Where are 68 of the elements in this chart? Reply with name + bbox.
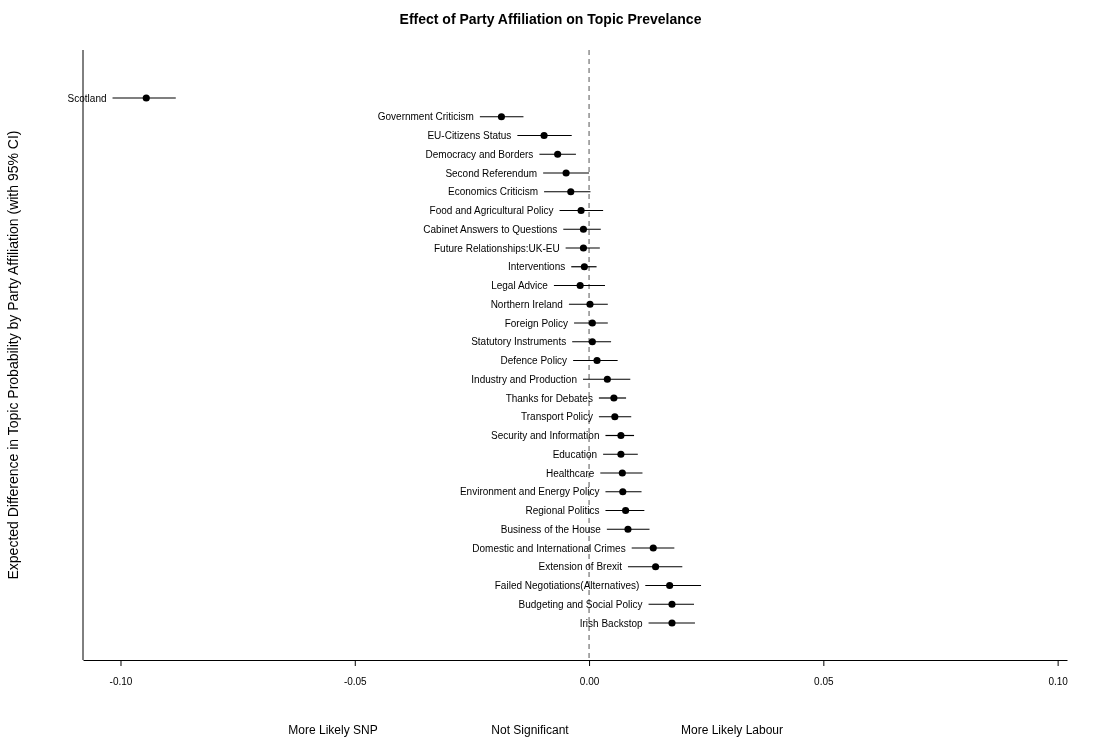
y-tick-label: Transport Policy: [521, 411, 593, 423]
point: [497, 113, 505, 121]
point: [619, 488, 627, 496]
x-tick-label: 0.00: [579, 676, 600, 687]
y-tick-label: Security and Information: [491, 430, 600, 441]
x-tick-label: 0.10: [1048, 676, 1069, 687]
y-tick-label: Democracy and Borders: [425, 148, 534, 160]
point: [618, 469, 626, 477]
y-tick-label: Thanks for Debates: [505, 392, 593, 404]
y-tick-label: Budgeting and Social Policy: [518, 598, 643, 610]
y-tick-label: Food and Agricultural Policy: [429, 205, 554, 216]
x-tick-label: 0.05: [814, 676, 835, 687]
y-tick-label: Business of the House: [500, 523, 602, 535]
x-tick-label: -0.10: [109, 676, 133, 687]
point: [579, 225, 587, 233]
point: [580, 263, 588, 271]
point: [668, 600, 676, 608]
y-tick-label: Industry and Production: [471, 373, 577, 385]
y-tick-label: Healthcare: [545, 467, 595, 479]
y-tick-label: Defence Policy: [500, 355, 568, 366]
point: [603, 375, 611, 383]
point: [540, 131, 548, 140]
point: [586, 300, 594, 308]
y-tick-label: Domestic and International Crimes: [472, 542, 626, 554]
point: [554, 150, 562, 158]
point: [666, 581, 674, 590]
point: [593, 356, 601, 365]
y-tick-label: Legal Advice: [491, 280, 549, 291]
point: [567, 188, 575, 196]
y-tick-label: Irish Backstop: [579, 617, 643, 629]
y-tick-label: Extension of Brexit: [538, 561, 623, 573]
point: [617, 450, 625, 458]
point: [622, 506, 630, 515]
point: [617, 431, 625, 440]
point: [588, 338, 596, 346]
y-tick-label: Government Criticism: [377, 111, 474, 123]
point: [652, 563, 660, 571]
point: [624, 525, 632, 533]
point: [611, 413, 619, 421]
y-axis-title: Expected Difference in Topic Probability by Party Affiliation (with 95% CI): [5, 130, 21, 580]
y-tick-label: Northern Ireland: [490, 298, 563, 310]
text: More Likely Labour: [680, 723, 784, 737]
text: Not Significant: [491, 723, 570, 737]
y-tick-label: Statutory Instruments: [471, 336, 567, 348]
point: [588, 319, 596, 327]
point: [577, 206, 585, 215]
y-tick-label: Regional Politics: [525, 505, 600, 516]
y-tick-label: Second Referendum: [445, 167, 538, 179]
point: [668, 619, 676, 627]
y-tick-label: Education: [552, 448, 598, 460]
chart-title: Effect of Party Affiliation on Topic Prevelance: [399, 11, 702, 27]
y-tick-label: Interventions: [507, 261, 566, 273]
point: [579, 244, 587, 252]
point: [142, 94, 150, 102]
point: [610, 394, 618, 402]
y-tick-label: Foreign Policy: [504, 317, 569, 329]
y-tick-label: Cabinet Answers to Questions: [423, 223, 558, 235]
y-tick-label: Failed Negotiations(Alternatives): [494, 580, 640, 591]
y-tick-label: Scotland: [67, 92, 107, 104]
y-tick-label: EU-Citizens Status: [427, 130, 512, 141]
text: More Likely SNP: [288, 723, 378, 737]
y-tick-label: Environment and Energy Policy: [459, 486, 600, 498]
x-tick-label: -0.05: [343, 676, 368, 687]
point: [576, 281, 584, 290]
point: [562, 169, 570, 177]
y-tick-label: Future Relationships:UK-EU: [434, 242, 560, 254]
y-tick-label: Economics Criticism: [448, 186, 539, 198]
point: [649, 544, 657, 552]
